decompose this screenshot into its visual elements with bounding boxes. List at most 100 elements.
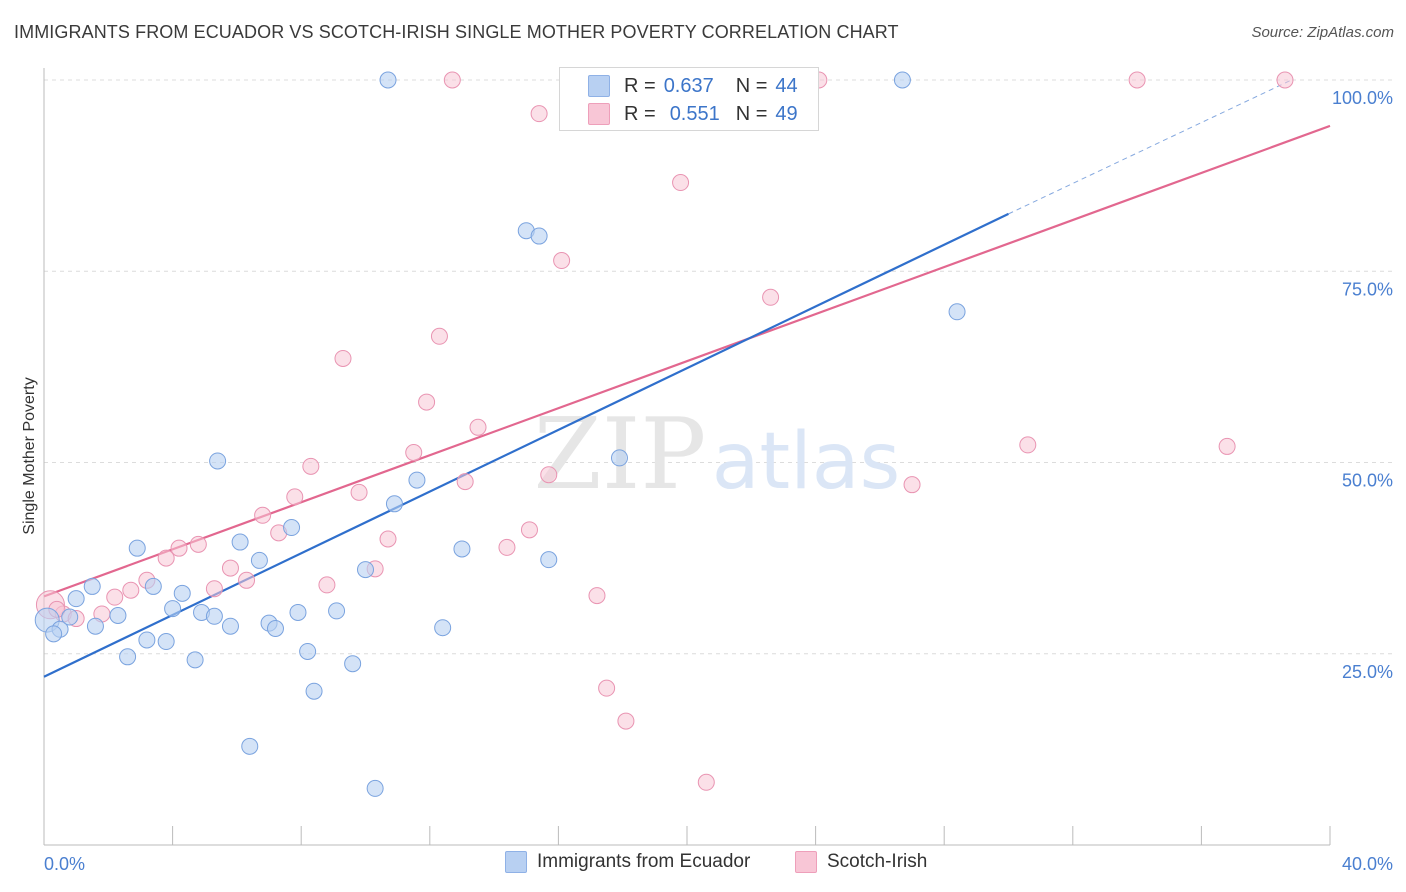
y-tick-label: 25.0% <box>1342 662 1393 682</box>
series-legend-ecuador: Immigrants from Ecuador <box>505 851 750 873</box>
scotch-irish-point <box>379 530 397 548</box>
legend-n-label: N = <box>735 74 768 97</box>
legend-r-value: 0.551 <box>669 102 720 125</box>
ecuador-point <box>283 519 301 537</box>
ecuador-point <box>138 631 156 649</box>
scotch-irish-point <box>106 588 124 606</box>
ecuador-point <box>241 737 259 755</box>
legend-r-label: R = <box>624 74 656 97</box>
legend-n-value: 44 <box>775 74 798 97</box>
legend-swatch-scotch-irish <box>588 103 610 125</box>
ecuador-point <box>83 577 101 595</box>
series-swatch-scotch-irish <box>795 851 817 873</box>
scotch-irish-trendline <box>43 124 1331 598</box>
grid <box>44 79 1392 655</box>
series-swatch-ecuador <box>505 851 527 873</box>
ecuador-point <box>357 561 374 579</box>
scotch-irish-point <box>520 521 538 539</box>
series-legend-scotch-irish: Scotch-Irish <box>795 851 927 873</box>
scotch-irish-point <box>697 773 715 791</box>
scotch-irish-point <box>598 679 616 697</box>
chart-title: IMMIGRANTS FROM ECUADOR VS SCOTCH-IRISH … <box>14 22 899 42</box>
scotch-irish-point <box>1276 71 1294 89</box>
ecuador-point <box>109 607 127 624</box>
ecuador-point <box>45 625 63 643</box>
legend-row-ecuador: R = 0.637 N = 44 <box>560 72 798 100</box>
ecuador-point <box>119 648 137 666</box>
ecuador-point <box>328 602 346 620</box>
x-tick-label: 40.0% <box>1342 854 1393 874</box>
scotch-irish-point <box>405 444 423 462</box>
trendlines <box>43 79 1331 678</box>
scotch-irish-point <box>456 473 474 491</box>
legend-n-label: N = <box>735 102 768 125</box>
scotch-irish-point <box>443 71 461 89</box>
y-axis-title: Single Mother Poverty <box>21 377 38 534</box>
ecuador-point <box>221 617 239 635</box>
series-legend: Immigrants from Ecuador Scotch-Irish <box>0 851 1406 877</box>
scotch-irish-point <box>122 581 140 599</box>
scotch-irish-point <box>903 476 921 494</box>
axes <box>43 68 1331 846</box>
ecuador-point <box>366 779 384 797</box>
ecuador-point <box>144 577 162 595</box>
scotch-irish-point <box>302 457 320 475</box>
y-tick-label: 100.0% <box>1332 88 1393 108</box>
ecuador-point <box>209 452 227 470</box>
scotch-irish-point <box>334 349 352 367</box>
scotch-irish-point <box>553 252 571 270</box>
ecuador-point <box>530 227 548 245</box>
legend-row-scotch-irish: R = 0.551 N = 49 <box>560 100 798 128</box>
ecuador-point <box>205 607 223 625</box>
scotch-irish-point <box>430 327 448 345</box>
series-label-ecuador: Immigrants from Ecuador <box>537 851 751 872</box>
scotch-irish-point <box>672 174 690 192</box>
chart-source: Source: ZipAtlas.com <box>1251 24 1394 41</box>
scotch-irish-point <box>540 466 558 484</box>
ecuador-point <box>173 584 191 602</box>
ecuador-point <box>385 495 403 513</box>
scotch-irish-point <box>238 571 256 589</box>
ecuador-point <box>434 619 452 637</box>
ecuador-point <box>164 600 182 618</box>
ecuador-point <box>453 540 471 558</box>
ecuador-point <box>299 642 317 660</box>
ecuador-point <box>344 655 362 673</box>
ecuador-point <box>266 620 284 638</box>
scotch-irish-point <box>418 393 436 411</box>
scotch-irish-point <box>588 587 606 605</box>
scotch-irish-point <box>205 580 223 598</box>
scotch-irish-point <box>1218 437 1236 455</box>
scotch-irish-point <box>221 559 239 577</box>
ecuador-point <box>186 651 204 669</box>
scotch-irish-point <box>498 538 516 556</box>
legend-swatch-ecuador <box>588 75 610 97</box>
scotch-irish-point <box>157 549 175 567</box>
ecuador-trendline <box>43 212 1009 678</box>
scotch-irish-point <box>350 483 368 501</box>
scotch-irish-point <box>530 105 548 123</box>
scotch-irish-point <box>617 712 635 730</box>
ecuador-point <box>893 71 911 89</box>
scotch-irish-point <box>286 488 304 506</box>
ecuador-point <box>948 303 966 321</box>
scotch-irish-point <box>254 506 272 524</box>
ecuador-point <box>305 682 323 700</box>
watermark-atlas: atlas <box>712 417 901 507</box>
ecuador-point <box>289 603 307 621</box>
ecuador-point <box>61 608 79 626</box>
y-tick-label: 50.0% <box>1342 471 1393 491</box>
ecuador-points <box>34 71 966 797</box>
series-label-scotch-irish: Scotch-Irish <box>827 851 928 872</box>
tick-labels: 25.0% 50.0% 75.0% 100.0% 0.0% 40.0% <box>44 88 1393 874</box>
ecuador-point <box>610 449 628 467</box>
ecuador-trendline-extension <box>1008 79 1292 215</box>
scotch-irish-point <box>469 418 487 436</box>
legend-r-label: R = <box>624 102 656 125</box>
ecuador-point <box>67 590 85 608</box>
scotch-irish-point <box>1128 71 1146 89</box>
ecuador-point <box>379 71 397 89</box>
scotch-irish-point <box>762 288 780 306</box>
y-tick-label: 75.0% <box>1342 279 1393 299</box>
